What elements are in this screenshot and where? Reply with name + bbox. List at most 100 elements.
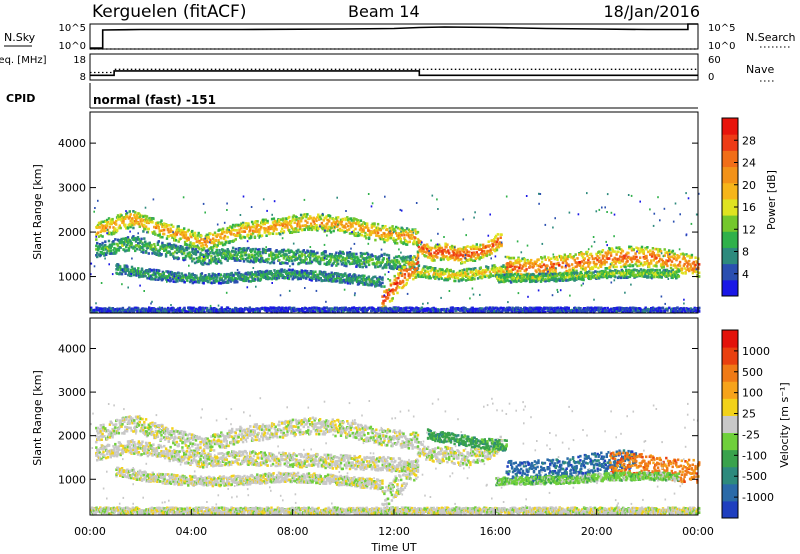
power-cell xyxy=(447,249,449,252)
power-cell xyxy=(127,268,129,271)
n-sky-label: N.Sky xyxy=(4,31,36,44)
power-cell xyxy=(381,278,383,281)
power-cell xyxy=(486,255,488,258)
power-cell xyxy=(188,244,190,247)
power-cell xyxy=(220,237,222,240)
power-cell xyxy=(404,276,406,279)
power-cell xyxy=(108,240,110,243)
power-cell xyxy=(183,252,185,255)
power-cell xyxy=(615,253,617,256)
power-cell xyxy=(183,281,185,284)
power-cell xyxy=(479,244,481,247)
power-cell xyxy=(209,233,211,236)
power-cell xyxy=(530,259,532,262)
power-cell xyxy=(574,259,576,262)
power-cell xyxy=(368,236,370,239)
power-cell xyxy=(232,247,234,250)
power-cell xyxy=(430,277,432,280)
power-cell xyxy=(111,218,113,221)
power-cell xyxy=(142,230,144,233)
power-cell xyxy=(323,219,325,222)
power-cell xyxy=(452,270,454,273)
noise-right-tick-top: 10^5 xyxy=(708,23,735,34)
power-cell xyxy=(288,216,290,219)
power-cell xyxy=(500,236,502,239)
power-cell xyxy=(622,250,624,253)
power-cell xyxy=(142,249,144,252)
power-cell xyxy=(218,249,220,252)
power-cell xyxy=(384,225,386,228)
power-cell xyxy=(459,250,461,253)
power-cell xyxy=(352,225,354,228)
power-cell xyxy=(645,255,647,258)
power-cell xyxy=(670,264,672,267)
power-cell xyxy=(298,217,300,220)
power-cell xyxy=(454,280,456,283)
power-cell xyxy=(617,251,619,254)
power-cell xyxy=(516,270,518,273)
power-cell xyxy=(360,259,362,262)
power-cell xyxy=(598,257,600,260)
power-cell xyxy=(631,261,633,264)
power-cell xyxy=(207,281,209,284)
power-cell xyxy=(110,250,112,253)
power-cell xyxy=(282,217,284,220)
power-cell xyxy=(550,257,552,260)
power-cell xyxy=(355,253,357,256)
power-cell xyxy=(220,262,222,265)
power-cell xyxy=(180,250,182,253)
power-cell xyxy=(643,250,645,253)
power-cell xyxy=(489,244,491,247)
power-cell xyxy=(211,249,213,252)
power-cell xyxy=(664,248,666,251)
power-cell xyxy=(256,220,258,223)
power-cell xyxy=(273,261,275,264)
power-cell xyxy=(209,252,211,255)
power-cell xyxy=(119,224,121,227)
power-cell xyxy=(306,221,308,224)
power-cell xyxy=(650,262,652,265)
power-cell xyxy=(337,216,339,219)
power-cell xyxy=(624,266,626,269)
power-cell xyxy=(460,258,462,261)
power-cell xyxy=(249,229,251,232)
power-cell xyxy=(646,246,648,249)
power-cell xyxy=(403,234,405,237)
power-cell xyxy=(525,265,527,268)
power-cell xyxy=(160,253,162,256)
power-cell xyxy=(635,256,637,259)
cpid-mode: normal (fast) -151 xyxy=(93,93,216,107)
freq-tick-bottom: 8 xyxy=(80,72,86,83)
power-cell xyxy=(407,279,409,282)
power-cell xyxy=(236,281,238,284)
power-cell xyxy=(216,249,218,252)
power-cell xyxy=(337,263,339,266)
power-cell xyxy=(414,237,416,240)
power-cell xyxy=(468,251,470,254)
power-cell xyxy=(250,235,252,238)
power-cell xyxy=(304,229,306,232)
power-cell xyxy=(215,258,217,261)
freq-label: Freq. [MHz] xyxy=(0,55,47,66)
power-cell xyxy=(391,234,393,237)
power-cell xyxy=(489,248,491,251)
power-cell xyxy=(397,277,399,280)
power-cell xyxy=(457,277,459,280)
power-cell xyxy=(492,243,494,246)
power-cell xyxy=(203,247,205,250)
power-cell xyxy=(632,265,634,268)
power-cell xyxy=(129,210,131,213)
power-cell xyxy=(168,224,170,227)
power-cell xyxy=(349,273,351,276)
power-cell xyxy=(113,243,115,246)
power-cell xyxy=(101,235,103,238)
power-cell xyxy=(418,264,420,267)
power-cell xyxy=(331,272,333,275)
power-cell xyxy=(615,266,617,269)
power-cell xyxy=(154,233,156,236)
power-cell xyxy=(328,220,330,223)
power-cell xyxy=(273,269,275,272)
power-cell xyxy=(610,254,612,257)
power-cell xyxy=(345,263,347,266)
power-cell xyxy=(343,252,345,255)
